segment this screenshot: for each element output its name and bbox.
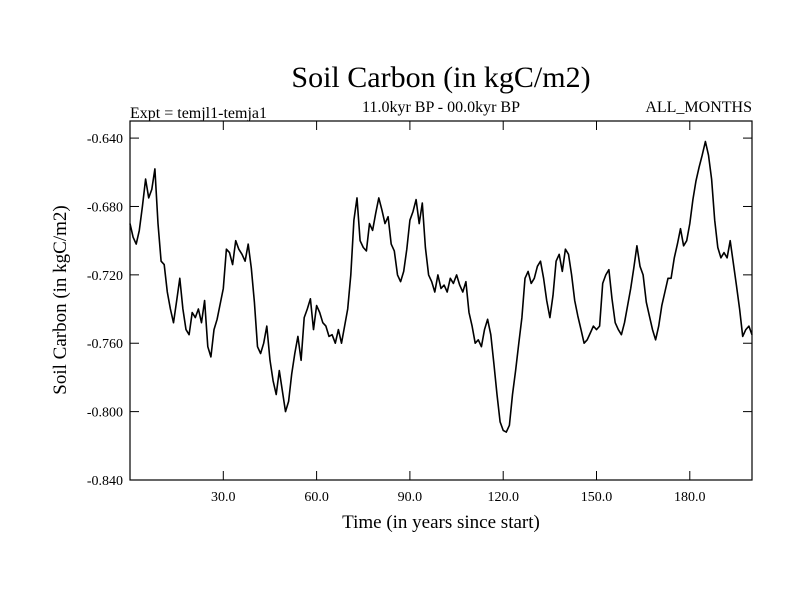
x-tick-label: 90.0: [398, 490, 423, 505]
plot-frame: [129, 120, 753, 481]
time-range-label: 11.0kyr BP - 00.0kyr BP: [362, 99, 520, 116]
x-axis-ticks: 30.0 60.0 90.0 120.0 150.0 180.0: [211, 121, 706, 505]
soil-carbon-series-line: [129, 140, 753, 433]
months-label: ALL_MONTHS: [645, 99, 752, 116]
y-tick-label: -0.680: [87, 200, 123, 215]
y-tick-label: -0.760: [87, 337, 123, 352]
y-axis-label: Soil Carbon (in kgC/m2): [50, 205, 71, 394]
y-tick-label: -0.640: [87, 132, 123, 147]
x-axis-label: Time (in years since start): [342, 512, 540, 533]
y-tick-label: -0.800: [87, 406, 123, 421]
x-tick-label: 180.0: [674, 490, 706, 505]
x-tick-label: 60.0: [304, 490, 329, 505]
experiment-label: Expt = temjl1-temja1: [130, 105, 267, 122]
x-tick-label: 30.0: [211, 490, 236, 505]
y-tick-label: -0.840: [87, 474, 123, 489]
y-axis-ticks: -0.640 -0.680 -0.720 -0.760 -0.800 -0.840: [87, 132, 752, 489]
x-tick-label: 150.0: [581, 490, 613, 505]
chart-title: Soil Carbon (in kgC/m2): [291, 61, 590, 94]
x-tick-label: 120.0: [487, 490, 519, 505]
y-tick-label: -0.720: [87, 269, 123, 284]
